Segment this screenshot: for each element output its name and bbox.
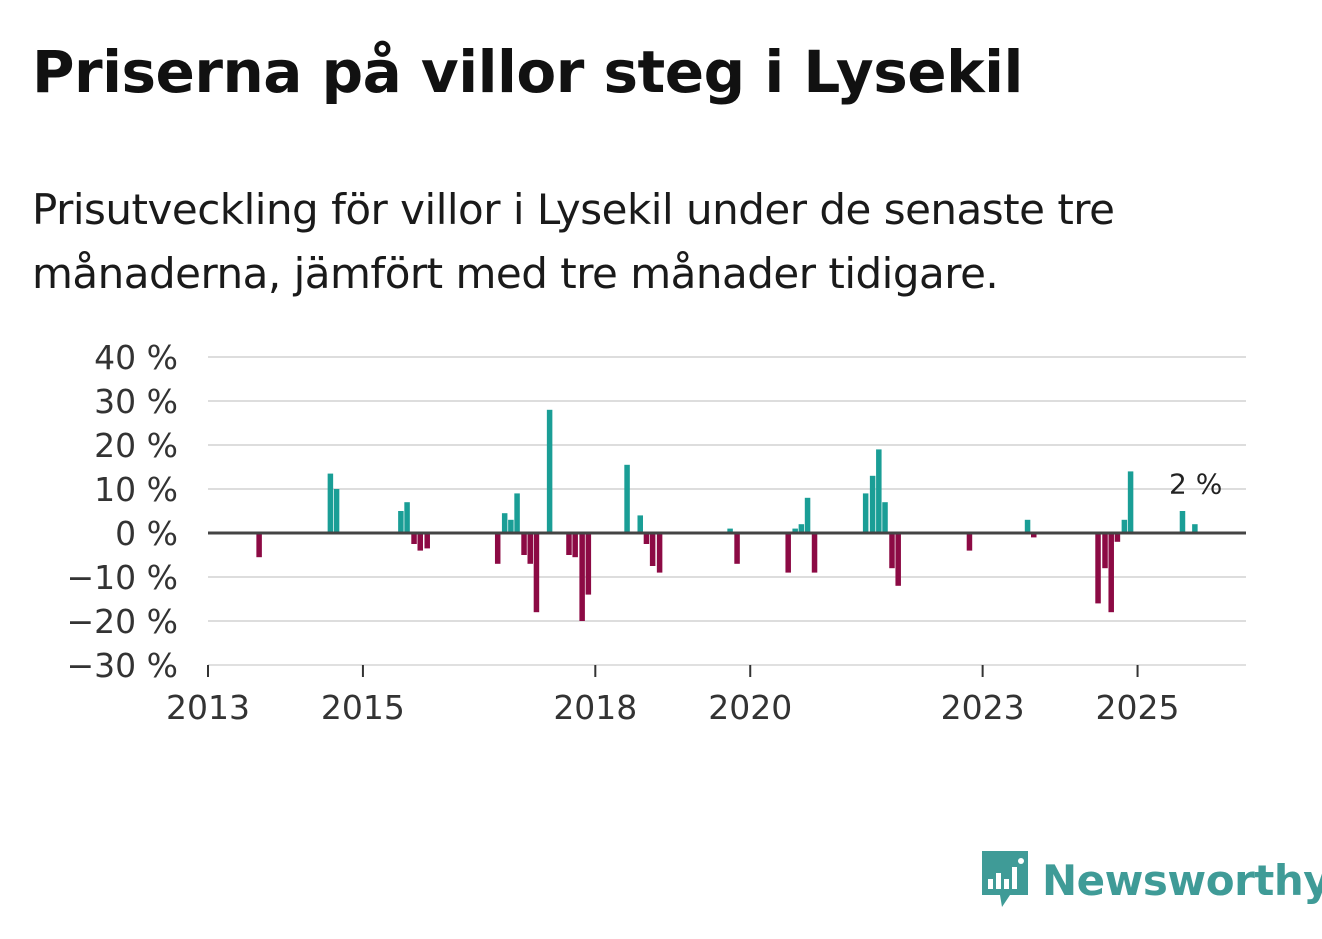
- bar: [411, 533, 417, 544]
- bar: [869, 475, 876, 533]
- bar: [398, 511, 404, 533]
- bar: [514, 493, 520, 533]
- bar: [579, 533, 585, 621]
- bar: [521, 533, 527, 555]
- bar: [966, 533, 973, 551]
- y-axis: 40 % 30 % 20 % 10 % 0 % −10 % −20 % −30 %: [67, 338, 179, 685]
- bar: [882, 502, 888, 533]
- chart-subtitle: Prisutveckling för villor i Lysekil unde…: [32, 185, 1115, 298]
- y-tick-label: 30 %: [94, 382, 178, 421]
- bar: [494, 533, 501, 564]
- bar: [424, 533, 430, 549]
- bar: [566, 533, 572, 555]
- bar-series: [256, 409, 1198, 621]
- bar: [889, 533, 895, 569]
- y-tick-label: −20 %: [67, 602, 179, 641]
- bar: [862, 493, 869, 533]
- bar: [404, 502, 410, 533]
- bar: [585, 533, 592, 595]
- bar: [1031, 533, 1037, 538]
- bar: [1192, 524, 1198, 533]
- y-tick-label: 10 %: [94, 470, 178, 509]
- x-tick-label: 2018: [553, 688, 637, 727]
- bar: [417, 533, 423, 551]
- bar: [649, 533, 656, 566]
- bar: [508, 519, 514, 533]
- x-tick-label: 2013: [166, 688, 250, 727]
- bar: [1102, 533, 1108, 569]
- bar: [785, 533, 791, 573]
- y-tick-label: −10 %: [67, 558, 179, 597]
- newsworthy-logo-icon: [982, 851, 1028, 907]
- x-tick-label: 2015: [321, 688, 405, 727]
- bar: [501, 513, 508, 533]
- bar: [643, 533, 650, 544]
- x-tick-label: 2023: [941, 688, 1025, 727]
- x-tick-label: 2025: [1096, 688, 1180, 727]
- bar-chart: 40 %30 %20 %10 %0 %−10 %−20 %−30 % 2013 2…: [67, 338, 1246, 727]
- latest-value-label: 2 %: [1169, 467, 1222, 500]
- bar: [1127, 471, 1134, 533]
- y-tick-label: −30 %: [67, 646, 179, 685]
- chart-title: Priserna på villor steg i Lysekil: [32, 38, 1023, 106]
- bar: [1108, 533, 1114, 613]
- bar: [572, 533, 578, 558]
- x-tick-label: 2020: [708, 688, 792, 727]
- newsworthy-logo[interactable]: Newsworthy: [980, 848, 1322, 912]
- bar: [527, 533, 533, 564]
- bar: [876, 449, 882, 533]
- y-tick-label: 0 %: [115, 514, 178, 553]
- bar: [546, 409, 553, 533]
- grid-lines: [208, 356, 1246, 666]
- bar: [637, 515, 643, 533]
- bar: [533, 533, 540, 613]
- bar: [1179, 511, 1186, 533]
- bar: [727, 528, 733, 533]
- bar: [327, 473, 334, 533]
- bar: [1114, 533, 1121, 542]
- brand-name: Newsworthy: [1042, 855, 1322, 905]
- bar: [1095, 533, 1101, 604]
- y-tick-label: 40 %: [94, 338, 178, 377]
- bar: [624, 464, 630, 533]
- bar: [656, 533, 663, 573]
- x-axis: 2013 2015 2018 2020 2023 2025: [166, 665, 1180, 727]
- bar: [1024, 519, 1031, 533]
- bar: [895, 533, 901, 586]
- bar: [734, 533, 740, 564]
- annotations: 2 %: [1169, 467, 1222, 500]
- bar: [256, 533, 262, 558]
- bar: [333, 489, 340, 533]
- bar: [804, 497, 811, 533]
- bar: [811, 533, 818, 573]
- y-tick-label: 20 %: [94, 426, 178, 465]
- bar: [1121, 519, 1128, 533]
- bar: [792, 528, 798, 533]
- bar: [798, 524, 805, 533]
